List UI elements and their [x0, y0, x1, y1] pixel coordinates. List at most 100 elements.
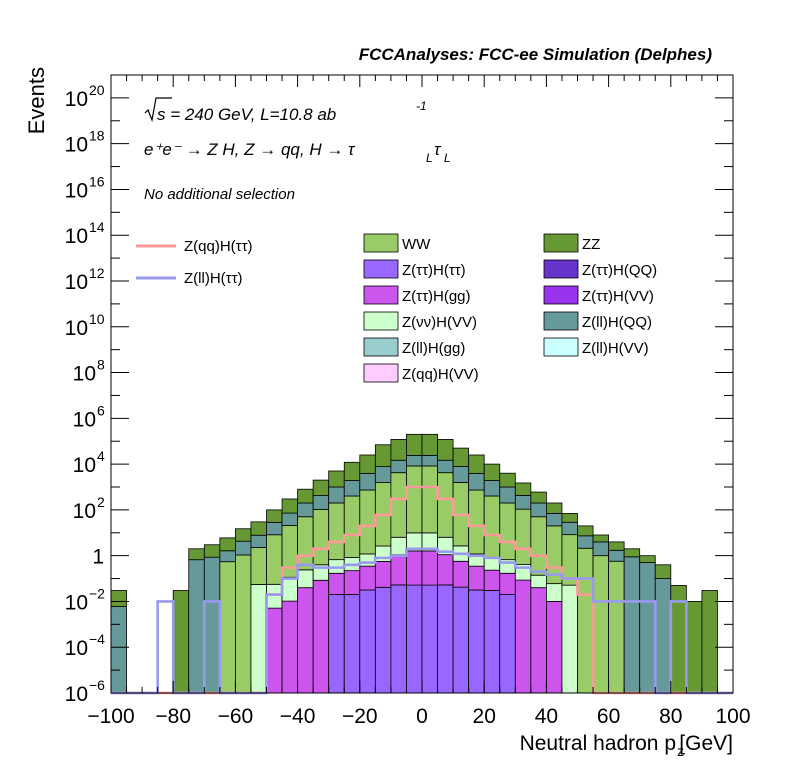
bar-segment [561, 584, 578, 694]
bar-segment [483, 463, 501, 481]
bar-segment [266, 534, 283, 585]
bar-segment [608, 549, 625, 562]
legend-fill-swatch [363, 259, 399, 279]
bar-segment [359, 589, 376, 694]
y-tick-exponent: −6 [89, 677, 105, 693]
bar-segment [297, 502, 314, 518]
bar-segment [234, 528, 252, 542]
bar-segment [592, 555, 609, 694]
bar-segment [281, 600, 298, 694]
bar-segment [592, 534, 609, 543]
bar-segment [343, 495, 361, 558]
energy-annotation: s = 240 GeV, L=10.8 ab -1 [144, 97, 427, 124]
bar-segment [530, 574, 547, 589]
y-tick-label: 10 [65, 683, 88, 706]
bar-segment [421, 455, 438, 467]
y-axis-title: Events [24, 67, 49, 134]
y-tick-label: 10 [65, 637, 88, 660]
bar-segment [546, 601, 563, 694]
legend-fill-swatch [363, 311, 399, 331]
bar-segment [219, 537, 236, 552]
y-tick-exponent: 8 [97, 357, 105, 373]
legend-fill-swatch [363, 363, 399, 383]
bar-segment [266, 607, 283, 694]
bar-segment [234, 540, 252, 556]
bar-segment [452, 447, 470, 467]
bar-segment [546, 502, 563, 514]
bar-segment [468, 489, 485, 555]
legend-fill-label: Z(ττ)H(ττ) [402, 262, 466, 279]
energy-exponent: -1 [416, 99, 427, 113]
bar-segment [390, 554, 407, 586]
bar-segment [374, 466, 392, 483]
bar-segment [328, 486, 345, 504]
x-tick-label: −20 [342, 705, 378, 728]
bar-segment [406, 550, 423, 586]
bar-segment [639, 562, 656, 694]
bar-segment [530, 491, 547, 504]
bar-segment [421, 550, 438, 586]
x-tick-label: −100 [87, 705, 134, 728]
bar-segment [250, 521, 267, 536]
bar-segment [530, 502, 547, 518]
y-tick-label: 10 [65, 225, 88, 248]
legend-fill-label: ZZ [582, 236, 600, 253]
bar-segment [390, 584, 407, 694]
bar-segment [561, 513, 578, 523]
bar-segment [701, 590, 718, 694]
process-text: e⁺e⁻ → Z H, Z → qq, H → τ [144, 140, 356, 159]
bar-segment [452, 560, 470, 588]
bar-segment [343, 480, 361, 497]
bar-segment [203, 544, 221, 558]
legend-fill-swatch [543, 285, 579, 305]
bar-segment [452, 466, 470, 483]
x-tick-label: 20 [473, 705, 496, 728]
bar-segment [514, 482, 532, 496]
bar-segment [577, 547, 594, 694]
bar-segment [281, 512, 298, 526]
bar-segment [468, 589, 485, 694]
bar-segment [468, 473, 485, 491]
bar-segment [468, 454, 485, 474]
bar-segment [623, 548, 641, 558]
bar-segment [406, 465, 423, 534]
bar-segment [359, 489, 376, 555]
process-subscript-2: L [444, 151, 451, 165]
bar-segment [359, 553, 376, 567]
bar-segment [312, 495, 330, 510]
bar-segment [608, 560, 625, 694]
bar-segment [374, 561, 392, 588]
bar-segment [592, 541, 609, 557]
bar-segment [219, 561, 236, 694]
bar-segment [406, 584, 423, 694]
bar-segment [266, 521, 283, 536]
bar-segment [421, 465, 438, 534]
legend-fills: WW ZZ Z(ττ)H(ττ) Z(ττ)H(QQ) Z(ττ)H(gg) Z(ττ)H… [363, 233, 657, 383]
x-axis-title-unit: [GeV] [679, 732, 733, 755]
bar-segment [608, 541, 625, 551]
y-tick-label: 1 [92, 546, 104, 569]
bar-segment [172, 590, 190, 694]
legend-line-label: Z(ll)H(ττ) [184, 270, 243, 287]
bar-segment [374, 444, 392, 468]
bar-segment [390, 536, 407, 556]
bar-segment [328, 470, 345, 488]
bar-segment [483, 495, 501, 558]
bar-segment [406, 433, 423, 456]
bar-segment [483, 569, 501, 591]
bar-segment [406, 455, 423, 467]
bar-segment [281, 576, 298, 602]
bar-segment [374, 586, 392, 694]
bar-segment [359, 454, 376, 474]
x-tick-label: 60 [597, 705, 620, 728]
y-tick-exponent: 18 [89, 128, 105, 144]
bar-segment [328, 502, 345, 561]
bar-segment [266, 583, 283, 609]
bar-segment [499, 502, 516, 561]
bar-segment [468, 565, 485, 591]
bar-segment [639, 555, 656, 563]
legend-fill-label: Z(ll)H(gg) [402, 340, 465, 357]
energy-text: s = 240 GeV, L=10.8 ab [157, 105, 336, 124]
bar-segment [437, 472, 454, 538]
y-tick-exponent: 2 [97, 494, 105, 510]
